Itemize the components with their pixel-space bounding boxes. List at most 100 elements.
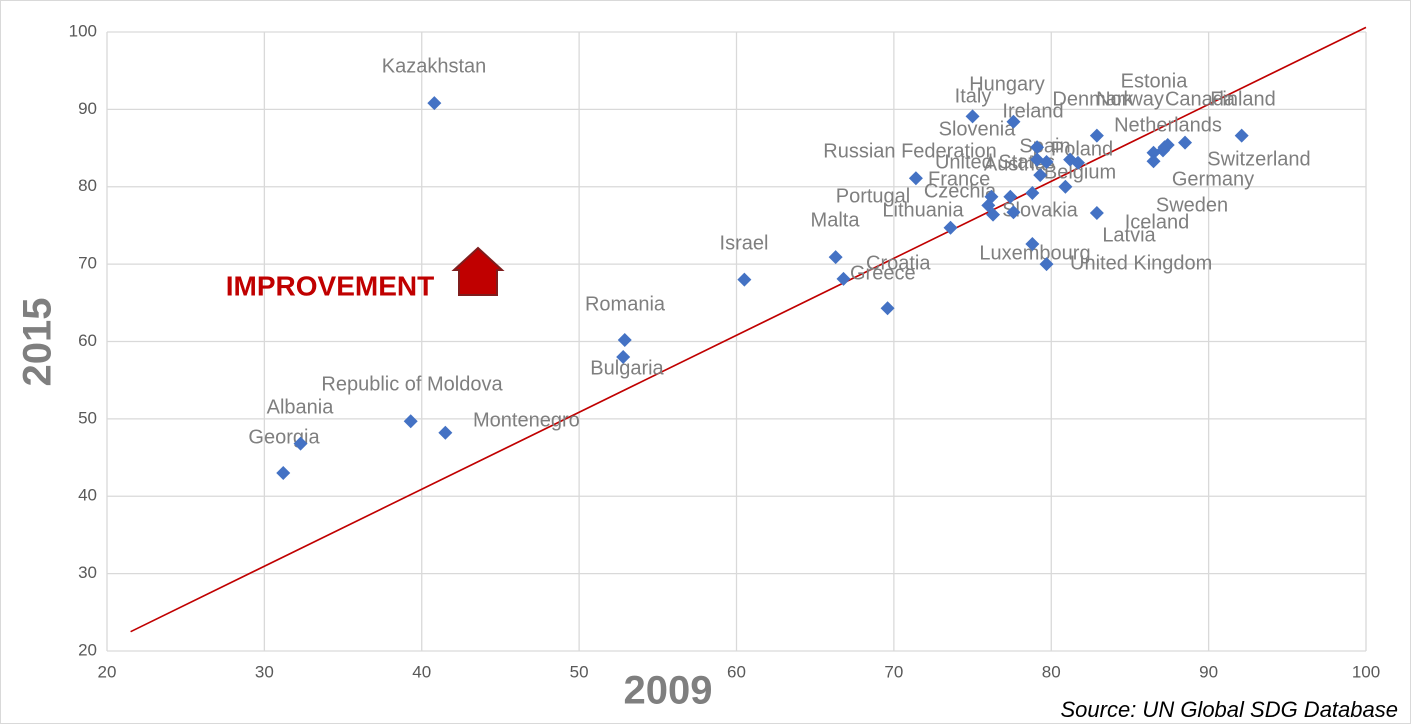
- point-label: Malta: [811, 209, 861, 231]
- x-tick-label: 20: [98, 662, 117, 681]
- point: [293, 436, 308, 451]
- point-label: Switzerland: [1207, 148, 1310, 170]
- grid: 20 30 40 50 60 70 80 90 100 20 30 40 50 60 70 80 90 100: [69, 21, 1381, 681]
- point: [1039, 154, 1054, 169]
- point-label: United Kingdom: [1070, 252, 1212, 274]
- x-tick-label: 80: [1042, 662, 1061, 681]
- point-label: Portugal: [836, 185, 911, 207]
- x-tick-label: 30: [255, 662, 274, 681]
- point: [1146, 154, 1161, 169]
- point: [1003, 189, 1018, 204]
- x-tick-label: 90: [1199, 662, 1218, 681]
- y-tick-label: 20: [78, 640, 97, 659]
- point: [836, 271, 851, 286]
- point-label: Denmark: [1052, 88, 1134, 110]
- reference: [130, 26, 1367, 633]
- point: [1006, 205, 1021, 220]
- point: [1033, 168, 1048, 183]
- point: [1025, 185, 1040, 200]
- point-label: United States: [935, 151, 1055, 173]
- point-label: Hungary: [969, 73, 1045, 95]
- point: [1039, 257, 1054, 272]
- point: [616, 349, 631, 364]
- point: [1178, 135, 1193, 150]
- point: [880, 301, 895, 316]
- point-label: Spain: [1019, 135, 1070, 157]
- point: [1030, 140, 1045, 155]
- annotation: IMPROVEMENT: [226, 270, 434, 301]
- point-label: Russian Federation: [823, 140, 996, 162]
- y-tick-label: 60: [78, 331, 97, 350]
- point-label: Finland: [1210, 88, 1276, 110]
- point-label: France: [928, 168, 990, 190]
- x-tick-label: 70: [884, 662, 903, 681]
- point-label: Luxembourg: [979, 242, 1090, 264]
- point: [1006, 114, 1021, 129]
- point-label: Kazakhstan: [382, 55, 487, 77]
- point: [986, 207, 1001, 222]
- point-label: Ireland: [1002, 100, 1063, 122]
- point: [943, 220, 958, 235]
- point-label: Italy: [955, 85, 992, 107]
- point: [427, 96, 442, 111]
- y-tick-label: 80: [78, 176, 97, 195]
- point: [965, 109, 980, 124]
- point-label: Romania: [585, 293, 666, 315]
- point: [1155, 143, 1170, 158]
- x-tick-label: 60: [727, 662, 746, 681]
- point-label: Montenegro: [473, 409, 580, 431]
- y-axis-title: 2015: [16, 298, 60, 387]
- point-label: Iceland: [1125, 211, 1190, 233]
- point-label: Georgia: [248, 426, 320, 448]
- arrow: [451, 246, 505, 296]
- point: [981, 198, 996, 213]
- y-tick-label: 50: [78, 408, 97, 427]
- point: [828, 250, 843, 265]
- point: [1058, 179, 1073, 194]
- reference-line: [130, 26, 1367, 633]
- point: [276, 466, 291, 481]
- point: [617, 332, 632, 347]
- y-tick-label: 70: [78, 254, 97, 273]
- point: [1234, 128, 1249, 143]
- source: Source: UN Global SDG Database: [1061, 697, 1399, 722]
- point-label: Lithuania: [882, 199, 964, 221]
- point-label: Norway: [1096, 88, 1164, 110]
- y-tick-label: 30: [78, 563, 97, 582]
- point-label: Canada: [1165, 88, 1236, 110]
- point: [1071, 155, 1086, 170]
- point-label: Greece: [850, 262, 916, 284]
- point: [403, 414, 418, 429]
- x-tick-label: 100: [1352, 662, 1380, 681]
- point: [908, 171, 923, 186]
- point-label: Poland: [1051, 138, 1113, 160]
- point-label: Netherlands: [1114, 114, 1222, 136]
- x-tick-label: 40: [412, 662, 431, 681]
- point-label: Latvia: [1102, 224, 1156, 246]
- point-label: Sweden: [1156, 194, 1228, 216]
- point-label: Slovenia: [939, 118, 1017, 140]
- point-label: Albania: [267, 396, 335, 418]
- point-label: Republic of Moldova: [321, 373, 503, 395]
- point-label: Bulgaria: [590, 357, 664, 379]
- point: [737, 272, 752, 287]
- point: [1089, 128, 1104, 143]
- point: [1025, 237, 1040, 252]
- x-tick-label: 50: [570, 662, 589, 681]
- point-label: Israel: [720, 232, 769, 254]
- y-tick-label: 90: [78, 99, 97, 118]
- point-label: Germany: [1172, 168, 1254, 190]
- x-axis-title: 2009: [624, 669, 713, 713]
- point: [438, 425, 453, 440]
- point: [1030, 152, 1045, 167]
- point-label: Estonia: [1121, 70, 1189, 92]
- point: [1146, 145, 1161, 160]
- point-label: Slovakia: [1002, 199, 1078, 221]
- y-tick-label: 100: [69, 21, 97, 40]
- point-label: Belgium: [1044, 161, 1116, 183]
- point-label: Czechia: [924, 180, 997, 202]
- point: [1089, 206, 1104, 221]
